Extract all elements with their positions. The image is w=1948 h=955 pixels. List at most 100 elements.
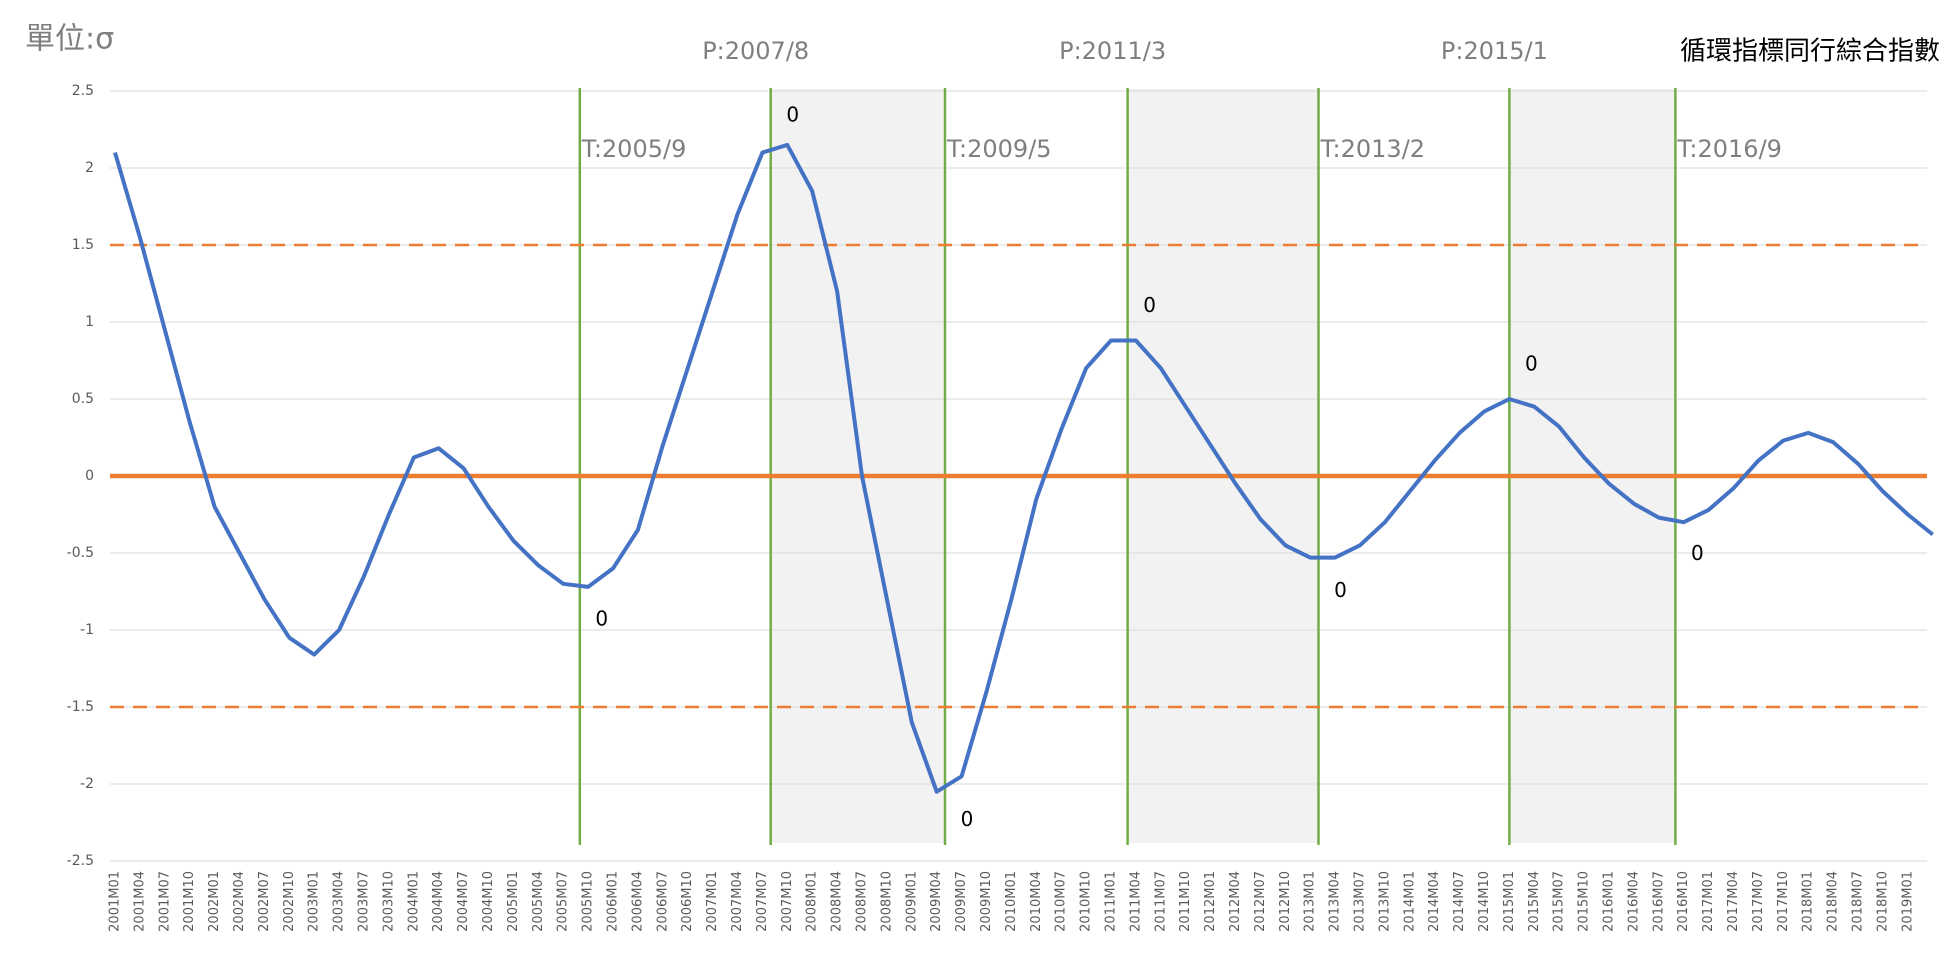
x-tick-label: 2005M04 — [531, 871, 546, 932]
x-tick-label: 2009M07 — [954, 871, 969, 932]
turning-label: P:2011/3 — [1059, 37, 1166, 65]
y-tick-label: 0.5 — [72, 391, 94, 407]
y-tick-label: -2.5 — [67, 853, 94, 869]
x-tick-label: 2007M04 — [730, 871, 745, 932]
x-tick-label: 2016M07 — [1651, 871, 1666, 932]
x-tick-label: 2010M07 — [1054, 871, 1069, 932]
x-tick-label: 2011M07 — [1153, 871, 1168, 932]
x-tick-label: 2003M04 — [332, 871, 347, 932]
turning-label: T:2016/9 — [1676, 135, 1782, 163]
x-tick-label: 2001M04 — [132, 871, 147, 932]
x-tick-label: 2010M10 — [1079, 871, 1094, 932]
zero-label: 0 — [595, 606, 608, 630]
unit-label: 單位:σ — [25, 22, 114, 57]
x-tick-label: 2014M10 — [1477, 871, 1492, 932]
x-tick-label: 2017M10 — [1776, 871, 1791, 932]
x-tick-label: 2008M01 — [805, 871, 820, 932]
turning-label: T:2005/9 — [581, 135, 687, 163]
y-tick-label: -1.5 — [67, 699, 94, 715]
turning-label: T:2009/5 — [946, 135, 1052, 163]
zero-label: 0 — [1143, 293, 1156, 317]
y-tick-label: 2 — [85, 160, 94, 176]
x-tick-label: 2009M01 — [904, 871, 919, 932]
x-tick-label: 2017M04 — [1726, 871, 1741, 932]
x-tick-label: 2016M04 — [1626, 871, 1641, 932]
x-tick-label: 2014M01 — [1402, 871, 1417, 932]
x-tick-label: 2013M10 — [1377, 871, 1392, 932]
x-tick-label: 2003M10 — [381, 871, 396, 932]
x-tick-label: 2007M01 — [705, 871, 720, 932]
chart-title: 循環指標同行綜合指數 — [1680, 37, 1940, 67]
x-tick-label: 2002M10 — [282, 871, 297, 932]
x-tick-label: 2002M04 — [232, 871, 247, 932]
zero-label: 0 — [961, 807, 974, 831]
turning-label: P:2015/1 — [1441, 37, 1548, 65]
x-tick-label: 2001M07 — [157, 871, 172, 932]
y-tick-label: -1 — [80, 622, 94, 638]
x-tick-label: 2014M04 — [1427, 871, 1442, 932]
zero-label: 0 — [1525, 352, 1538, 376]
x-tick-label: 2010M01 — [1004, 871, 1019, 932]
zero-label: 0 — [1691, 541, 1704, 565]
x-tick-label: 2011M10 — [1178, 871, 1193, 932]
zero-label: 0 — [1334, 578, 1347, 602]
x-tick-label: 2016M01 — [1602, 871, 1617, 932]
x-tick-label: 2011M04 — [1128, 871, 1143, 932]
y-tick-label: -2 — [80, 776, 94, 792]
x-tick-label: 2017M07 — [1751, 871, 1766, 932]
y-tick-label: 0 — [85, 468, 94, 484]
x-tick-label: 2012M01 — [1203, 871, 1218, 932]
x-tick-label: 2015M01 — [1502, 871, 1517, 932]
x-tick-label: 2011M01 — [1104, 871, 1119, 932]
x-tick-label: 2013M04 — [1328, 871, 1343, 932]
x-tick-label: 2005M07 — [556, 871, 571, 932]
x-tick-label: 2007M10 — [780, 871, 795, 932]
y-tick-label: 1 — [85, 314, 94, 330]
x-tick-label: 2003M07 — [357, 871, 372, 932]
y-tick-label: -0.5 — [67, 545, 94, 561]
x-tick-label: 2018M10 — [1875, 871, 1890, 932]
x-tick-label: 2003M01 — [307, 871, 322, 932]
turning-label: P:2007/8 — [702, 37, 809, 65]
x-tick-label: 2010M04 — [1029, 871, 1044, 932]
x-tick-label: 2015M07 — [1552, 871, 1567, 932]
x-tick-label: 2004M04 — [431, 871, 446, 932]
x-tick-label: 2017M01 — [1701, 871, 1716, 932]
x-tick-label: 2018M01 — [1801, 871, 1816, 932]
x-tick-label: 2006M04 — [630, 871, 645, 932]
x-tick-label: 2007M07 — [755, 871, 770, 932]
x-tick-label: 2016M10 — [1676, 871, 1691, 932]
x-tick-label: 2006M07 — [655, 871, 670, 932]
x-tick-label: 2001M01 — [108, 871, 123, 932]
x-tick-label: 2018M07 — [1851, 871, 1866, 932]
x-tick-label: 2006M01 — [606, 871, 621, 932]
x-tick-label: 2015M10 — [1577, 871, 1592, 932]
x-tick-label: 2004M01 — [406, 871, 421, 932]
x-tick-label: 2012M07 — [1253, 871, 1268, 932]
x-tick-label: 2002M01 — [207, 871, 222, 932]
x-tick-label: 2008M10 — [879, 871, 894, 932]
x-tick-label: 2008M07 — [855, 871, 870, 932]
x-tick-label: 2001M10 — [182, 871, 197, 932]
x-tick-label: 2013M01 — [1303, 871, 1318, 932]
x-tick-label: 2005M01 — [506, 871, 521, 932]
x-tick-label: 2004M10 — [481, 871, 496, 932]
x-tick-label: 2014M07 — [1452, 871, 1467, 932]
x-tick-label: 2002M07 — [257, 871, 272, 932]
x-tick-label: 2019M01 — [1900, 871, 1915, 932]
x-tick-label: 2005M10 — [581, 871, 596, 932]
turning-label: T:2013/2 — [1320, 135, 1426, 163]
x-tick-label: 2018M04 — [1826, 871, 1841, 932]
x-tick-label: 2012M10 — [1278, 871, 1293, 932]
x-tick-label: 2006M10 — [680, 871, 695, 932]
x-tick-label: 2009M04 — [929, 871, 944, 932]
x-tick-label: 2009M10 — [979, 871, 994, 932]
y-tick-label: 1.5 — [72, 237, 94, 253]
x-tick-label: 2008M04 — [830, 871, 845, 932]
x-tick-label: 2004M07 — [456, 871, 471, 932]
x-tick-label: 2013M07 — [1353, 871, 1368, 932]
x-tick-label: 2015M04 — [1527, 871, 1542, 932]
zero-label: 0 — [786, 103, 799, 127]
x-tick-label: 2012M04 — [1228, 871, 1243, 932]
